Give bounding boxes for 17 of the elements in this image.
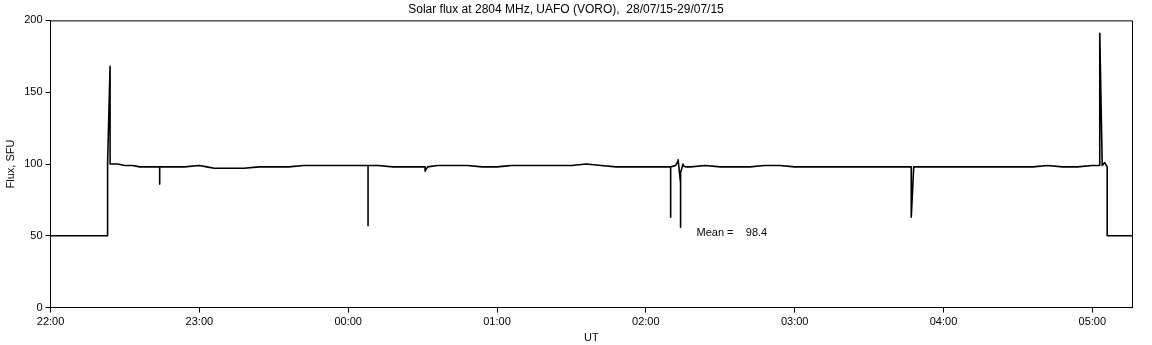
x-tick-label: 02:00 — [632, 315, 660, 328]
x-tick-label: 03:00 — [780, 315, 809, 328]
y-tick-label: 150 — [24, 85, 43, 98]
x-tick-label: 01:00 — [483, 315, 511, 328]
x-axis-title: UT — [583, 331, 599, 344]
y-axis-title: Flux, SFU — [3, 139, 16, 189]
y-tick-label: 50 — [30, 228, 43, 241]
x-tick-label: 04:00 — [929, 315, 958, 328]
y-tick-label: 200 — [24, 13, 43, 26]
x-tick-label: 23:00 — [185, 315, 214, 328]
annotation: Mean = 98.4 — [696, 225, 768, 238]
y-tick-label: 100 — [24, 157, 43, 170]
chart-title: Solar flux at 2804 MHz, UAFO (VORO), 28/07/15-29/07/15 — [408, 1, 725, 16]
x-tick-label: 22:00 — [36, 315, 65, 328]
x-tick-label: 00:00 — [334, 315, 362, 328]
x-tick-label: 05:00 — [1078, 315, 1107, 328]
y-tick-label: 0 — [36, 300, 43, 313]
